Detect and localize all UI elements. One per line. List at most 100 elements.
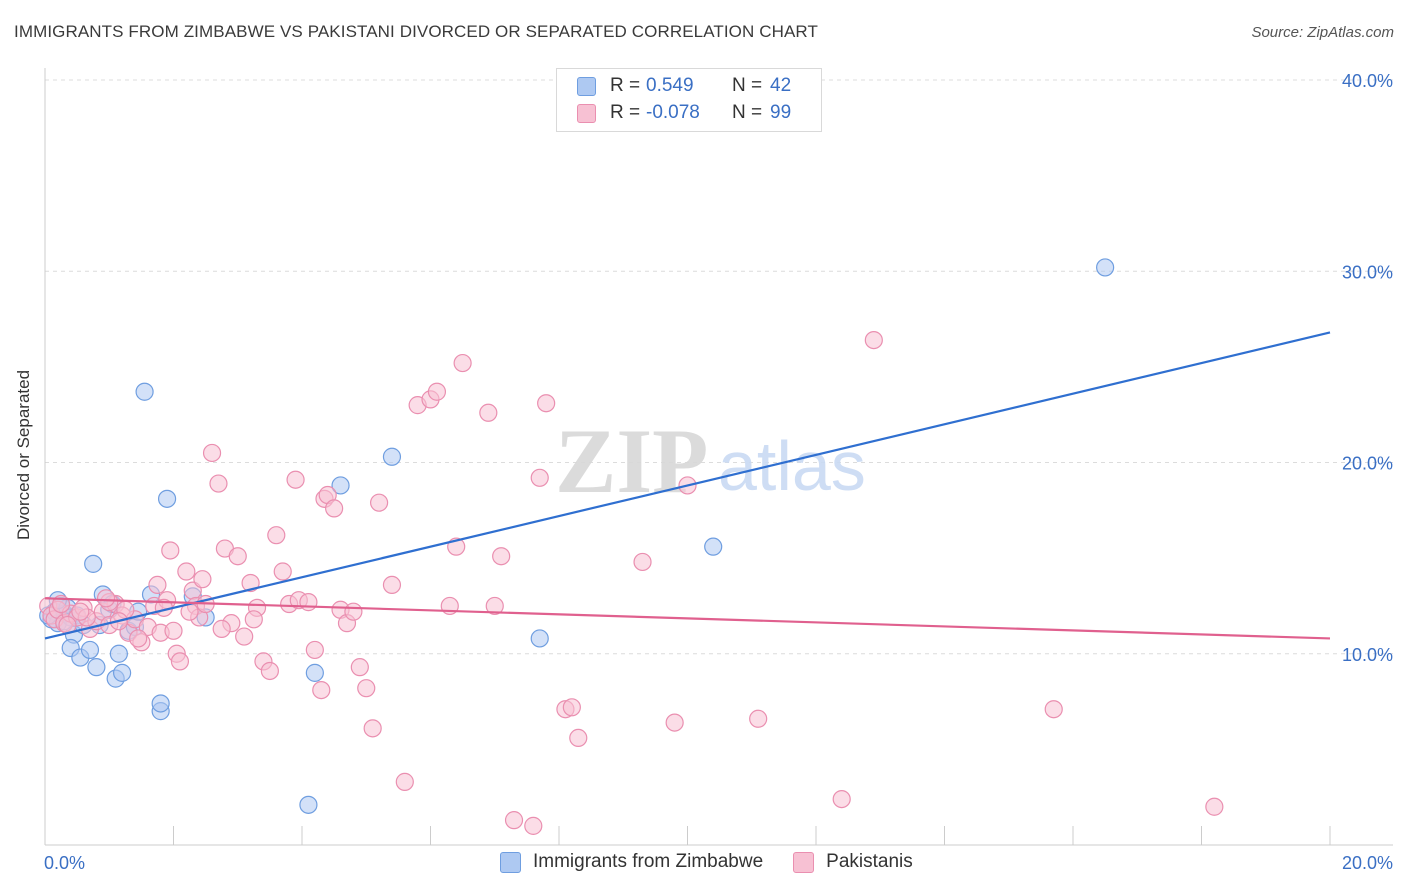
x-tick-label: 0.0%: [44, 853, 85, 873]
legend-label-zimbabwe: Immigrants from Zimbabwe: [533, 851, 764, 872]
x-tick-label: 20.0%: [1342, 853, 1393, 873]
legend-n-label: N =: [732, 75, 763, 96]
legend-n-value: 42: [770, 75, 792, 96]
data-point-pakistanis: [325, 499, 344, 518]
data-point-zimbabwe: [151, 694, 170, 713]
data-point-pakistanis: [1044, 700, 1063, 719]
data-point-pakistanis: [485, 596, 504, 616]
data-point-pakistanis: [96, 589, 116, 608]
legend-swatch-pakistanis: [577, 103, 596, 123]
data-point-zimbabwe: [135, 382, 154, 401]
data-point-pakistanis: [71, 602, 90, 621]
data-point-pakistanis: [305, 640, 324, 660]
data-point-pakistanis: [161, 541, 180, 560]
legend-item-zimbabwe[interactable]: Immigrants from Zimbabwe: [500, 851, 763, 873]
data-point-pakistanis: [357, 679, 376, 698]
data-point-pakistanis: [382, 575, 402, 595]
y-tick-label: 20.0%: [1342, 454, 1393, 474]
data-point-pakistanis: [427, 382, 447, 401]
data-point-zimbabwe: [80, 640, 100, 660]
data-point-zimbabwe: [299, 795, 318, 814]
data-point-pakistanis: [562, 698, 581, 717]
data-point-zimbabwe: [157, 489, 177, 508]
data-point-pakistanis: [299, 593, 318, 612]
y-tick-label: 30.0%: [1342, 262, 1393, 282]
legend-label-pakistanis: Pakistanis: [826, 851, 913, 872]
data-point-pakistanis: [504, 811, 524, 830]
data-point-zimbabwe: [87, 658, 106, 677]
trend-line-pakistanis: [44, 597, 1331, 640]
data-point-pakistanis: [395, 772, 414, 791]
data-point-pakistanis: [453, 353, 472, 373]
data-point-pakistanis: [749, 709, 768, 728]
data-point-pakistanis: [665, 713, 684, 732]
data-point-pakistanis: [344, 602, 363, 621]
data-point-pakistanis: [524, 816, 543, 835]
axes: [44, 68, 1393, 846]
correlation-legend: R = 0.549 N = 42 R = -0.078 N = 99: [556, 68, 822, 132]
watermark-zip: ZIP: [555, 410, 708, 512]
legend-r-label: R =: [610, 75, 641, 96]
source-label: Source: ZipAtlas.com: [1251, 24, 1394, 41]
data-point-pakistanis: [479, 403, 498, 422]
data-point-pakistanis: [350, 658, 369, 677]
data-point-pakistanis: [212, 619, 231, 638]
data-point-pakistanis: [129, 629, 148, 648]
data-point-pakistanis: [363, 719, 382, 738]
data-point-zimbabwe: [112, 663, 132, 682]
data-point-pakistanis: [209, 474, 228, 493]
data-point-pakistanis: [202, 443, 222, 463]
data-point-zimbabwe: [382, 447, 402, 466]
data-point-zimbabwe: [1096, 258, 1115, 277]
data-point-pakistanis: [228, 547, 247, 566]
data-point-pakistanis: [170, 652, 190, 671]
chart-title: IMMIGRANTS FROM ZIMBABWE VS PAKISTANI DI…: [14, 22, 818, 41]
data-point-pakistanis: [537, 394, 556, 413]
legend-swatch-pakistanis: [793, 851, 815, 873]
data-point-zimbabwe: [530, 629, 549, 648]
legend-r-value: 0.549: [646, 75, 694, 96]
data-point-pakistanis: [312, 680, 331, 700]
grid-lines: [45, 79, 1393, 655]
y-tick-label: 40.0%: [1342, 71, 1393, 91]
data-point-pakistanis: [241, 573, 260, 593]
legend-row-pakistanis: R = -0.078 N = 99: [577, 100, 791, 126]
data-point-pakistanis: [273, 562, 292, 581]
data-point-pakistanis: [530, 468, 549, 487]
data-point-pakistanis: [244, 610, 263, 629]
y-axis-label: Divorced or Separated: [14, 369, 33, 541]
trend-line-zimbabwe: [44, 331, 1331, 640]
data-point-pakistanis: [633, 552, 652, 572]
data-point-pakistanis: [864, 331, 883, 350]
y-tick-label: 10.0%: [1342, 645, 1393, 665]
data-point-pakistanis: [164, 621, 183, 640]
data-point-pakistanis: [492, 547, 511, 566]
data-point-pakistanis: [260, 661, 279, 681]
data-point-zimbabwe: [109, 644, 128, 663]
data-point-zimbabwe: [331, 476, 350, 495]
data-point-pakistanis: [193, 570, 212, 589]
legend-row-zimbabwe: R = 0.549 N = 42: [577, 73, 791, 99]
legend-r-value: -0.078: [646, 102, 700, 123]
data-point-pakistanis: [286, 470, 305, 489]
data-point-pakistanis: [177, 562, 196, 581]
data-point-pakistanis: [1205, 797, 1224, 816]
watermark: ZIP atlas: [555, 410, 866, 512]
data-point-pakistanis: [569, 728, 588, 748]
watermark-atlas: atlas: [718, 427, 866, 505]
series-pakistanis-points: [39, 331, 1224, 835]
data-point-zimbabwe: [305, 663, 324, 682]
legend-r-label: R =: [610, 102, 641, 123]
data-point-pakistanis: [148, 575, 167, 595]
tick-labels: 10.0% 20.0% 30.0% 40.0% 0.0% 20.0%: [44, 71, 1393, 873]
data-point-pakistanis: [370, 493, 389, 512]
legend-n-label: N =: [732, 102, 763, 123]
data-point-zimbabwe: [84, 554, 103, 573]
data-point-zimbabwe: [704, 537, 723, 556]
series-legend: Immigrants from Zimbabwe Pakistanis: [500, 851, 943, 873]
trend-lines: [44, 331, 1331, 640]
legend-n-value: 99: [770, 102, 792, 123]
legend-item-pakistanis[interactable]: Pakistanis: [793, 851, 913, 873]
legend-swatch-zimbabwe: [500, 851, 521, 873]
